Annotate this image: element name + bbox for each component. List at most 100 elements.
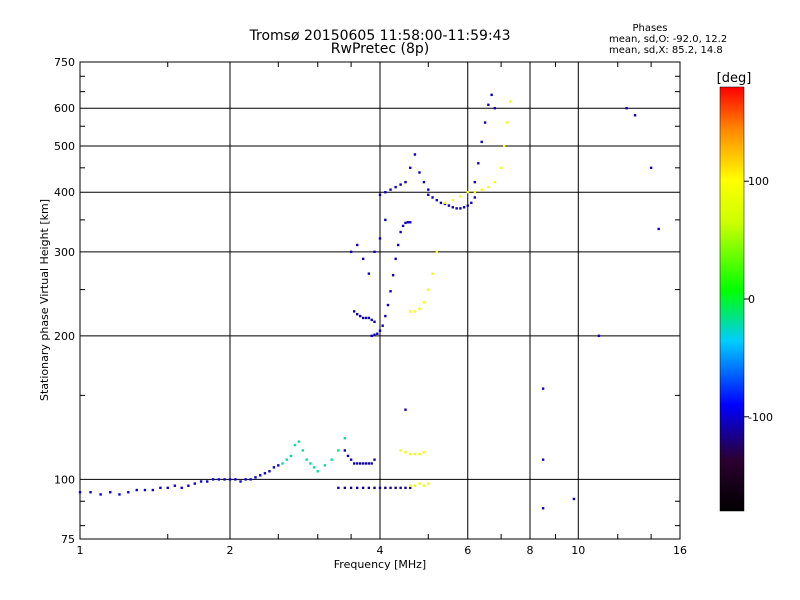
data-point xyxy=(355,312,359,316)
data-point xyxy=(399,486,402,490)
x-tick-label: 1 xyxy=(77,544,84,557)
x-tick-label: 4 xyxy=(377,544,384,557)
data-point xyxy=(404,221,407,225)
data-point xyxy=(394,257,397,261)
data-point xyxy=(109,491,112,494)
data-point xyxy=(431,196,434,199)
data-point xyxy=(373,486,376,490)
data-point xyxy=(455,207,458,210)
data-point xyxy=(373,250,376,254)
data-point xyxy=(459,207,462,210)
x-tick-labels: 1 2 4 6 8 10 16 xyxy=(77,544,688,557)
data-point xyxy=(346,454,350,458)
y-tick-label: 300 xyxy=(54,246,75,259)
y-tick-label: 75 xyxy=(61,533,75,546)
data-point xyxy=(378,237,382,240)
data-point xyxy=(355,486,359,490)
data-point xyxy=(378,329,382,332)
data-point xyxy=(487,185,490,189)
data-point xyxy=(358,462,362,465)
data-point xyxy=(435,250,438,254)
data-point xyxy=(263,472,267,475)
data-point xyxy=(99,493,102,496)
data-point xyxy=(541,387,545,390)
data-point xyxy=(135,488,138,492)
stats-heading: Phases xyxy=(632,23,667,34)
data-point xyxy=(384,191,387,194)
data-point xyxy=(404,451,407,454)
data-point xyxy=(480,140,483,144)
data-point xyxy=(459,195,462,198)
data-point xyxy=(413,310,417,313)
data-point xyxy=(427,193,430,197)
data-point xyxy=(477,162,480,165)
data-point xyxy=(312,466,316,469)
data-point xyxy=(352,462,356,465)
data-point xyxy=(373,458,376,461)
data-point xyxy=(409,484,412,487)
data-point xyxy=(427,188,430,191)
data-point xyxy=(272,466,276,469)
y-tick-label: 200 xyxy=(54,330,75,343)
data-point xyxy=(234,478,237,481)
chart-subtitle: RwPretec (8p) xyxy=(331,41,429,57)
data-point xyxy=(541,507,545,510)
colorbar-label: [deg] xyxy=(717,71,752,86)
data-point xyxy=(305,458,308,461)
y-tick-labels: 75 100 200 300 400 500 600 750 xyxy=(54,56,75,546)
data-point xyxy=(418,171,421,174)
y-tick-label: 750 xyxy=(54,56,75,69)
data-point xyxy=(386,303,390,307)
data-point xyxy=(361,486,365,490)
data-point xyxy=(483,121,487,124)
data-point xyxy=(355,243,359,247)
data-point xyxy=(373,333,376,336)
data-point xyxy=(370,318,373,322)
data-point xyxy=(409,486,412,490)
data-point xyxy=(361,316,365,320)
data-point xyxy=(502,144,506,148)
data-point xyxy=(259,474,262,477)
data-point xyxy=(343,437,347,440)
data-point xyxy=(384,486,387,490)
data-point xyxy=(349,486,353,490)
data-point xyxy=(394,185,397,189)
y-tick-label: 500 xyxy=(54,140,75,153)
data-point xyxy=(349,250,353,254)
data-point xyxy=(361,257,365,261)
data-point xyxy=(254,476,257,479)
data-point xyxy=(413,452,417,456)
data-point xyxy=(657,227,660,231)
colorbar xyxy=(719,86,745,512)
data-point xyxy=(404,408,407,411)
data-point xyxy=(413,484,417,487)
colorbar-ticks: 100 0 -100 xyxy=(744,175,773,424)
data-point xyxy=(297,440,301,443)
data-point xyxy=(118,493,121,496)
x-axis-label: Frequency [MHz] xyxy=(334,558,426,571)
data-point xyxy=(277,464,280,467)
data-point xyxy=(490,93,493,97)
data-point xyxy=(447,204,451,207)
data-point xyxy=(370,334,373,338)
data-point xyxy=(572,497,576,501)
data-point xyxy=(364,462,368,465)
data-point xyxy=(422,301,426,304)
data-point xyxy=(239,480,242,483)
stats-line-o: mean, sd,O: -92.0, 12.2 xyxy=(609,34,727,45)
data-point xyxy=(466,191,469,194)
data-point xyxy=(301,449,305,452)
data-point xyxy=(384,218,387,222)
data-point xyxy=(427,482,430,485)
data-point xyxy=(499,166,503,170)
data-point xyxy=(355,462,359,465)
data-point xyxy=(422,451,426,454)
data-point xyxy=(205,480,209,483)
data-point xyxy=(487,103,490,107)
data-point xyxy=(413,153,417,156)
data-point xyxy=(249,478,252,481)
data-point xyxy=(409,166,412,170)
colorbar-tick-label: -100 xyxy=(748,411,773,424)
data-point xyxy=(367,486,371,490)
y-tick-label: 100 xyxy=(54,473,75,486)
